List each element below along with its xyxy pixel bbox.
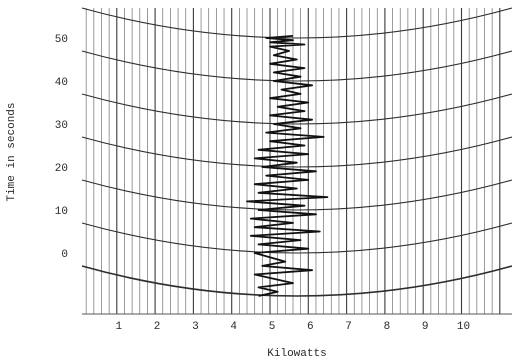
- time-arc-line: [81, 222, 513, 254]
- x-tick-label: 8: [384, 321, 391, 333]
- chart-paper-arcs: [81, 7, 513, 297]
- time-arc-line: [81, 7, 513, 39]
- y-tick-labels: 50 40 30 20 10 0: [55, 34, 68, 261]
- y-tick-label: 10: [55, 206, 68, 218]
- y-tick-label: 50: [55, 34, 68, 46]
- x-tick-label: 6: [307, 321, 314, 333]
- series-layer: [246, 35, 329, 297]
- x-tick-label: 4: [230, 321, 237, 333]
- x-tick-label: 2: [154, 321, 161, 333]
- time-arc-line: [81, 179, 513, 211]
- time-arc-line: [81, 136, 513, 168]
- time-arc-line: [81, 265, 513, 297]
- x-tick-label: 10: [457, 321, 470, 333]
- y-axis-label: Time in seconds: [6, 102, 18, 201]
- x-tick-labels: 1 2 3 4 5 6 7 8 9 10: [115, 321, 470, 333]
- series-line: [246, 35, 329, 297]
- x-tick-label: 3: [192, 321, 199, 333]
- time-arc-line: [81, 50, 513, 82]
- x-tick-label: 1: [115, 321, 122, 333]
- vertical-grid: [85, 8, 501, 314]
- y-tick-label: 20: [55, 163, 68, 175]
- y-tick-label: 40: [55, 77, 68, 89]
- x-tick-label: 9: [422, 321, 429, 333]
- y-tick-label: 30: [55, 120, 68, 132]
- x-tick-label: 7: [345, 321, 352, 333]
- x-axis-label: Kilowatts: [267, 348, 326, 360]
- y-tick-label: 0: [61, 249, 68, 261]
- time-arc-line: [81, 93, 513, 125]
- x-tick-label: 5: [269, 321, 276, 333]
